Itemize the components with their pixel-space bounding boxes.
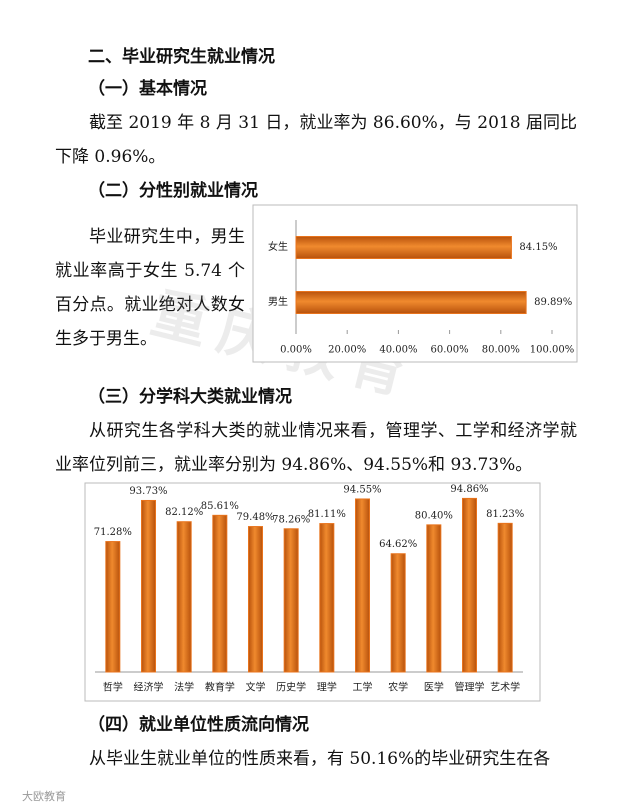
- x-tick-label: 法学: [174, 681, 194, 694]
- x-tick-label: 100.00%: [530, 345, 575, 356]
- bar: [295, 236, 512, 259]
- value-label: 84.15%: [519, 242, 557, 253]
- bar: [390, 553, 406, 673]
- value-label: 80.40%: [415, 510, 453, 521]
- value-label: 81.11%: [308, 509, 346, 520]
- heading: 二、毕业研究生就业情况: [88, 47, 275, 67]
- bar: [462, 497, 477, 673]
- x-tick-label: 经济学: [134, 681, 164, 694]
- logo: 大欧教育: [22, 790, 66, 803]
- section-title: （三）分学科大类就业情况: [88, 387, 292, 407]
- paragraph: 毕业研究生中，男生就业率高于女生 5.74 个百分点。就业绝对人数女生多于男生。: [55, 227, 245, 349]
- x-tick-label: 20.00%: [328, 345, 366, 356]
- bar: [426, 524, 442, 673]
- x-tick-label: 40.00%: [379, 345, 417, 356]
- bar: [497, 522, 513, 673]
- category-label: 男生: [268, 295, 288, 308]
- x-tick-label: 医学: [424, 681, 444, 694]
- bar: [212, 514, 228, 673]
- chart-frame: [252, 204, 578, 363]
- bar: [141, 499, 156, 673]
- value-label: 71.28%: [94, 527, 132, 538]
- x-tick-label: 艺术学: [490, 681, 520, 694]
- bar: [176, 521, 192, 673]
- x-tick-label: 历史学: [276, 681, 306, 694]
- x-tick-label: 文学: [246, 681, 266, 694]
- category-label: 女生: [268, 240, 288, 253]
- bar: [248, 526, 263, 673]
- value-label: 94.86%: [450, 484, 488, 495]
- value-label: 82.12%: [165, 507, 203, 518]
- value-label: 85.61%: [201, 501, 239, 512]
- paragraph: 截至 2019 年 8 月 31 日，就业率为 86.60%，与 2018 届同…: [55, 113, 577, 167]
- value-label: 89.89%: [534, 297, 572, 308]
- bar: [295, 291, 527, 314]
- x-tick-label: 60.00%: [431, 345, 469, 356]
- x-tick-label: 0.00%: [280, 345, 312, 356]
- value-label: 94.55%: [343, 484, 381, 495]
- x-tick-label: 理学: [317, 681, 337, 694]
- value-label: 78.26%: [272, 514, 310, 525]
- bar: [105, 541, 121, 673]
- x-tick-label: 哲学: [103, 681, 123, 694]
- bar: [319, 523, 335, 673]
- paragraph: 从研究生各学科大类的就业情况来看，管理学、工学和经济学就业率位列前三，就业率分别…: [55, 421, 577, 475]
- paragraph: 从毕业生就业单位的性质来看，有 50.16%的毕业研究生在各: [89, 749, 551, 769]
- bar: [355, 498, 370, 673]
- x-tick-label: 教育学: [205, 681, 235, 694]
- value-label: 64.62%: [379, 539, 417, 550]
- section-title: （四）就业单位性质流向情况: [88, 715, 309, 735]
- x-tick-label: 管理学: [455, 681, 485, 694]
- value-label: 93.73%: [129, 486, 167, 497]
- x-tick-label: 工学: [353, 681, 373, 694]
- value-label: 81.23%: [486, 509, 524, 520]
- bar: [283, 528, 299, 673]
- x-tick-label: 80.00%: [482, 345, 520, 356]
- x-tick-label: 农学: [388, 681, 408, 694]
- value-label: 79.48%: [236, 512, 274, 523]
- section-title: （二）分性别就业情况: [88, 181, 258, 201]
- section-title: （一）基本情况: [88, 79, 207, 99]
